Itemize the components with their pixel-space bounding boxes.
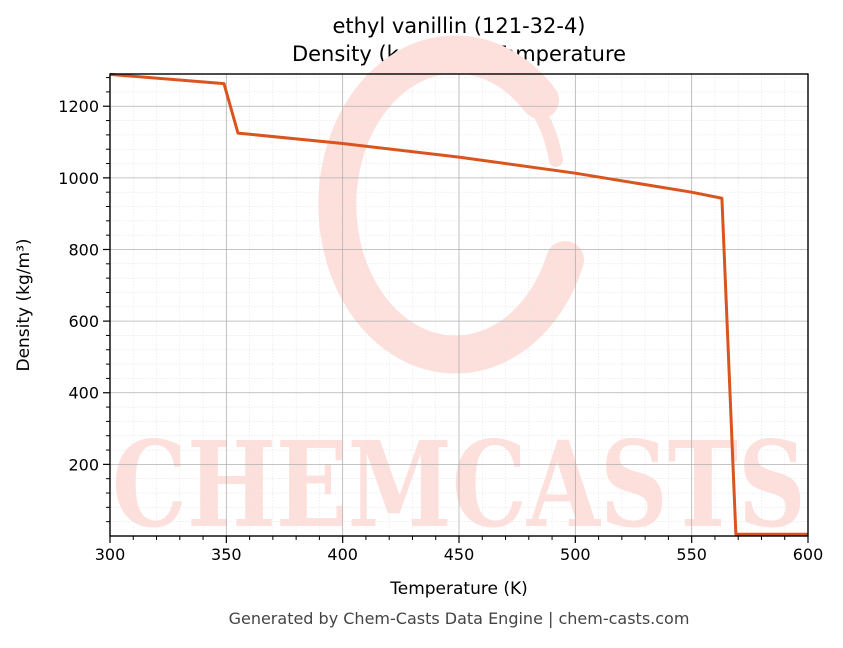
y-tick-label: 1200 [58, 97, 99, 116]
y-tick-label: 400 [68, 384, 99, 403]
footer-credit: Generated by Chem-Casts Data Engine | ch… [229, 609, 690, 628]
x-tick-label: 550 [676, 545, 707, 564]
y-tick-label: 200 [68, 455, 99, 474]
x-tick-label: 350 [211, 545, 242, 564]
axis-ticks: 300 350 400 450 500 550 600 200 400 600 800 1000 120… [58, 77, 824, 564]
series-layer [109, 72, 808, 536]
y-tick-label: 600 [68, 312, 99, 331]
x-tick-label: 300 [95, 545, 126, 564]
watermark-swirl-icon [318, 35, 584, 374]
x-tick-label: 500 [560, 545, 591, 564]
y-axis-label: Density (kg/m³) [14, 238, 34, 371]
y-tick-label: 800 [68, 240, 99, 259]
y-tick-label: 1000 [58, 169, 99, 188]
chart-title: ethyl vanillin (121-32-4) [332, 14, 585, 38]
major-gridlines [110, 74, 808, 536]
x-axis-label: Temperature (K) [389, 579, 528, 599]
x-tick-label: 600 [793, 545, 824, 564]
x-tick-label: 450 [444, 545, 475, 564]
x-tick-label: 400 [327, 545, 358, 564]
density-line [109, 72, 808, 536]
